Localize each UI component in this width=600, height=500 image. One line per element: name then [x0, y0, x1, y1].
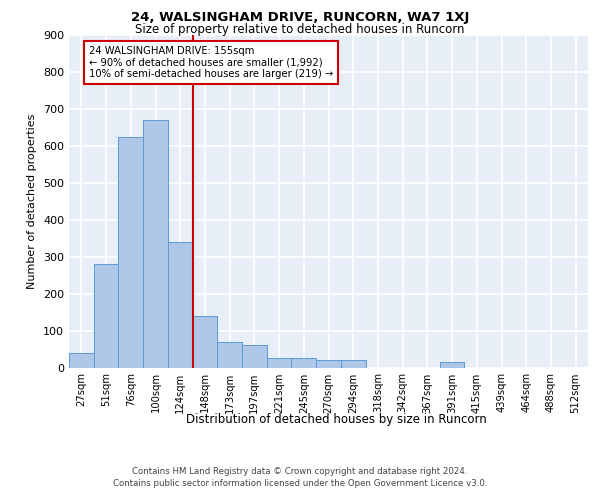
Bar: [440, 362, 464, 368]
Text: 24, WALSINGHAM DRIVE, RUNCORN, WA7 1XJ: 24, WALSINGHAM DRIVE, RUNCORN, WA7 1XJ: [131, 11, 469, 24]
Bar: [118, 136, 143, 368]
Text: Size of property relative to detached houses in Runcorn: Size of property relative to detached ho…: [135, 22, 465, 36]
Bar: [69, 352, 94, 368]
Bar: [168, 242, 193, 368]
Bar: [242, 346, 267, 368]
Bar: [217, 342, 242, 367]
Text: Contains public sector information licensed under the Open Government Licence v3: Contains public sector information licen…: [113, 479, 487, 488]
Text: Contains HM Land Registry data © Crown copyright and database right 2024.: Contains HM Land Registry data © Crown c…: [132, 468, 468, 476]
Bar: [143, 120, 168, 368]
Text: 24 WALSINGHAM DRIVE: 155sqm
← 90% of detached houses are smaller (1,992)
10% of : 24 WALSINGHAM DRIVE: 155sqm ← 90% of det…: [89, 46, 333, 80]
Text: Distribution of detached houses by size in Runcorn: Distribution of detached houses by size …: [185, 412, 487, 426]
Bar: [94, 264, 118, 368]
Bar: [193, 316, 217, 368]
Bar: [316, 360, 341, 368]
Bar: [292, 358, 316, 368]
Bar: [341, 360, 365, 368]
Y-axis label: Number of detached properties: Number of detached properties: [28, 114, 37, 289]
Bar: [267, 358, 292, 368]
